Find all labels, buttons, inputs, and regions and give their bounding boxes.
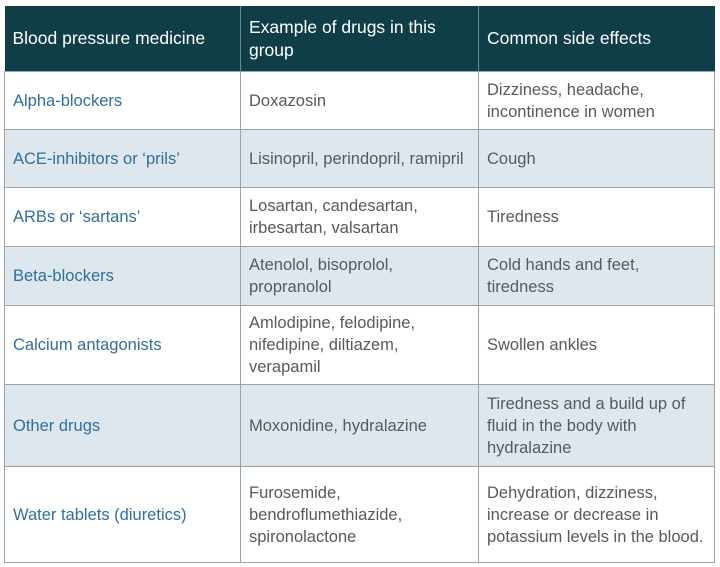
drugs-cell: Doxazosin [240, 71, 479, 130]
table-row: ACE-inhibitors or ‘prils’ Lisinopril, per… [4, 129, 715, 188]
medicine-cell: Beta-blockers [4, 246, 241, 306]
table-row: Beta-blockers Atenolol, bisoprolol, propr… [4, 246, 715, 306]
header-side-effects: Common side effects [478, 6, 715, 72]
medicine-cell: Water tablets (diuretics) [4, 466, 241, 563]
table-row: ARBs or ‘sartans’ Losartan, candesartan, … [4, 187, 715, 247]
table-row: Water tablets (diuretics) Furosemide, ben… [4, 466, 715, 563]
side-effects-cell: Swollen ankles [478, 305, 715, 385]
drugs-cell: Amlodipine, felodipine, nifedipine, dilt… [240, 305, 479, 385]
side-effects-cell: Dehydration, dizziness, increase or decr… [478, 466, 715, 563]
drugs-cell: Furosemide, bendroflumethiazide, spirono… [240, 466, 479, 563]
drugs-cell: Moxonidine, hydralazine [240, 384, 479, 467]
table-row: Alpha-blockers Doxazosin Dizziness, headac… [4, 71, 715, 130]
medicine-cell: Alpha-blockers [4, 71, 241, 130]
side-effects-cell: Tiredness [478, 187, 715, 247]
medicine-cell: Other drugs [4, 384, 241, 467]
side-effects-cell: Dizziness, headache, incontinence in wom… [478, 71, 715, 130]
side-effects-cell: Cough [478, 129, 715, 188]
medicine-cell: Calcium antagonists [4, 305, 241, 385]
drugs-cell: Losartan, candesartan, irbesartan, valsa… [240, 187, 479, 247]
drugs-cell: Lisinopril, perindopril, ramipril [240, 129, 479, 188]
table-row: Other drugs Moxonidine, hydralazine Tiredn… [4, 384, 715, 467]
medicine-cell: ACE-inhibitors or ‘prils’ [4, 129, 241, 188]
drugs-cell: Atenolol, bisoprolol, propranolol [240, 246, 479, 306]
table-row: Calcium antagonists Amlodipine, felodipin… [4, 305, 715, 385]
header-medicine: Blood pressure medicine [4, 6, 241, 72]
medicine-cell: ARBs or ‘sartans’ [4, 187, 241, 247]
side-effects-cell: Cold hands and feet, tiredness [478, 246, 715, 306]
side-effects-cell: Tiredness and a build up of fluid in the… [478, 384, 715, 467]
header-drugs: Example of drugs in this group [240, 6, 479, 72]
blood-pressure-medicine-table: Blood pressure medicine Example of drugs… [4, 6, 715, 563]
header-row: Blood pressure medicine Example of drugs… [4, 6, 715, 72]
